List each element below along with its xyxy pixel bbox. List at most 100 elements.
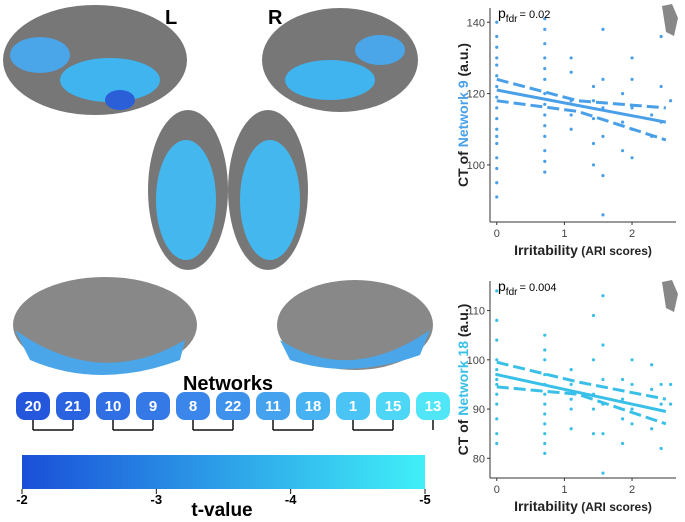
point — [495, 195, 499, 199]
point — [601, 134, 605, 138]
point — [601, 343, 605, 347]
point — [495, 84, 499, 89]
point — [630, 422, 634, 426]
point — [495, 289, 499, 293]
network-box — [256, 392, 290, 420]
point — [495, 20, 499, 24]
point — [569, 382, 573, 387]
point — [668, 99, 673, 103]
point — [543, 159, 547, 163]
point — [569, 70, 573, 74]
p-symbol: p — [498, 278, 506, 294]
point — [543, 149, 547, 153]
point — [569, 127, 573, 131]
point — [495, 402, 499, 406]
y-axis-label: CT of Network 18 (a.u.) — [455, 304, 471, 456]
point — [495, 141, 499, 146]
p-value: = 0.004 — [519, 282, 556, 294]
point — [543, 451, 547, 455]
point — [543, 333, 547, 337]
ci-line — [496, 77, 666, 110]
network-box — [176, 392, 210, 420]
point — [569, 113, 573, 117]
fit-line — [496, 88, 667, 124]
y-tick-label: 100 — [467, 160, 485, 172]
p-subscript: fdr — [506, 287, 518, 298]
x-tick-label: 0 — [494, 228, 500, 240]
point — [601, 213, 605, 217]
point — [620, 441, 625, 446]
x-label-part: Irritability — [514, 242, 578, 258]
point — [591, 84, 596, 89]
point — [495, 392, 499, 396]
y-tick-label: 110 — [467, 306, 485, 318]
point — [659, 402, 663, 406]
network-label: 13 — [425, 398, 442, 415]
point — [630, 56, 634, 60]
point — [495, 95, 499, 99]
point — [495, 166, 499, 171]
point — [650, 113, 654, 117]
network-label: 21 — [65, 398, 82, 415]
y-tick-label: 90 — [473, 404, 485, 416]
point — [591, 99, 596, 103]
point — [591, 313, 596, 318]
network-box — [296, 392, 330, 420]
point — [495, 377, 499, 382]
point — [569, 368, 573, 372]
point — [543, 27, 547, 31]
point — [630, 407, 634, 411]
y-tick-label: 80 — [473, 453, 485, 465]
y-tick-label: 120 — [467, 89, 485, 101]
x-label-part: (ARI scores) — [578, 500, 652, 514]
ci-line — [496, 385, 667, 426]
point — [495, 382, 499, 387]
x-tick-label: 1 — [561, 484, 567, 496]
point — [630, 106, 634, 110]
point — [495, 338, 499, 342]
right-label: R — [268, 7, 283, 29]
point — [543, 422, 547, 426]
colorbar — [22, 455, 425, 489]
y-label-part: Network 9 — [455, 80, 471, 147]
y-label-part: (a.u.) — [455, 43, 471, 80]
network-label: 22 — [225, 398, 242, 415]
point — [630, 358, 634, 362]
colorbar-tick-label: -2 — [16, 492, 28, 507]
point — [591, 432, 596, 436]
point — [668, 382, 673, 387]
point — [620, 92, 625, 96]
point — [495, 56, 499, 60]
y-axis-label: CT of Network 9 (a.u.) — [455, 43, 471, 187]
y-label-part: CT of — [455, 416, 471, 456]
point — [543, 102, 547, 106]
x-tick-label: 1 — [561, 228, 567, 240]
network-box — [56, 392, 90, 420]
point — [620, 417, 625, 421]
point — [543, 170, 547, 174]
point — [543, 134, 547, 138]
point — [591, 116, 596, 121]
point — [495, 368, 499, 372]
point — [591, 141, 596, 146]
point — [495, 116, 499, 121]
network-label: 10 — [105, 398, 122, 415]
network-label: 20 — [25, 398, 42, 415]
point — [543, 432, 547, 436]
p-annotation: pfdr = 0.004 — [498, 278, 556, 298]
point — [659, 84, 663, 89]
point — [591, 358, 596, 362]
point — [495, 45, 499, 49]
point — [495, 432, 499, 436]
network-box — [376, 392, 410, 420]
p-value: = 0.02 — [519, 9, 550, 21]
point — [495, 318, 499, 322]
x-axis-label: Irritability (ARI scores) — [514, 498, 652, 514]
colorbar-tick-label: -3 — [151, 492, 163, 507]
left-label: L — [165, 7, 177, 29]
point — [659, 382, 663, 387]
network-box — [16, 392, 50, 420]
networks-title: Networks — [183, 373, 273, 395]
point — [543, 56, 547, 60]
point — [659, 446, 663, 451]
